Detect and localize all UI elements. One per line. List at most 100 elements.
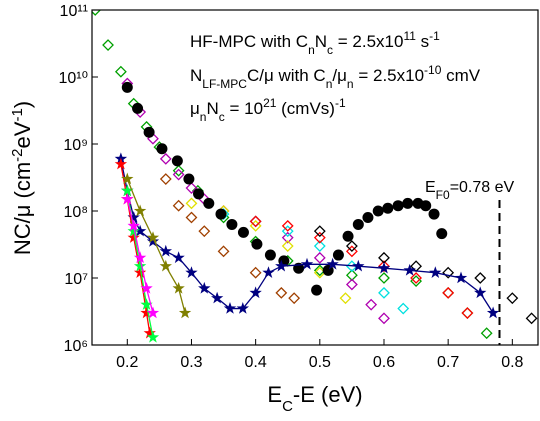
data-point [223,302,237,314]
data-point [171,155,183,167]
x-tick-label: 0.8 [501,354,523,371]
data-point [133,259,147,272]
data-point [442,286,455,299]
x-tick-label: 0.7 [437,354,459,371]
data-point [121,184,134,197]
y-tick-label: 10⁶ [64,338,88,355]
data-point [332,249,344,261]
data-point [140,281,153,294]
data-point [442,266,455,279]
data-point [461,307,474,319]
data-point [127,231,140,243]
data-point [300,257,314,270]
annotation: NLF-MPCC/μ with Cn/μn = 2.5x10-10 cmV [190,63,481,91]
data-point [249,219,262,232]
data-point [193,188,205,200]
data-point [397,302,410,315]
data-point [198,225,211,238]
data-point [429,266,442,278]
data-point [249,266,262,279]
data-point [506,292,519,305]
data-point [249,286,262,299]
data-point [237,226,249,238]
data-point [121,192,134,205]
data-point [420,200,432,212]
x-axis-label: EC-E (eV) [267,382,362,415]
data-point [172,164,185,177]
data-point [345,278,358,291]
data-point [352,218,364,230]
data-point [402,197,414,209]
data-point [159,152,172,165]
data-point [159,259,172,272]
data-point [172,199,185,212]
data-point [215,208,227,220]
x-tick-label: 0.2 [116,354,138,371]
data-point [172,281,185,294]
data-point [146,231,160,243]
data-point [326,257,339,270]
data-point [262,266,275,278]
data-point [133,224,147,237]
data-point [143,126,155,138]
data-point [313,231,326,244]
data-point [92,10,102,16]
data-point [378,286,390,299]
data-point [127,211,140,223]
data-point [226,218,238,230]
data-point [275,286,288,299]
data-point [403,263,416,276]
data-point [264,249,276,261]
data-point [185,197,198,210]
x-tick-label: 0.4 [245,354,267,371]
data-point [461,307,474,319]
data-point [382,202,394,214]
annotation: HF-MPC with CnNc = 2.5x1011 s-1 [190,29,440,57]
data-point [454,271,468,284]
data-point [143,326,156,339]
data-point [185,266,198,278]
y-tick-label: 10¹⁰ [58,70,88,87]
fermi-label: EF0=0.78 eV [425,179,515,202]
data-point [428,208,440,220]
annotation: μnNc = 1021 (cmVs)-1 [190,96,346,124]
data-point [486,306,500,319]
data-point [146,235,160,247]
data-point [525,312,538,325]
y-tick-label: 10⁹ [63,137,88,154]
data-point [281,231,294,244]
data-point [311,284,323,296]
plot-area [92,10,538,343]
series-line [126,178,186,314]
data-point [365,298,378,311]
data-point [352,259,365,272]
data-point [156,143,168,155]
x-tick-label: 0.5 [309,354,331,371]
data-point [480,327,493,340]
data-point [281,225,294,238]
data-point [185,182,198,194]
data-point [313,240,326,252]
y-tick-label: 10⁸ [63,204,88,221]
data-point [211,291,224,304]
ticks: 0.2 0.3 0.4 0.5 0.6 0.7 0.8 10⁶ 10⁷ 10⁸ 10⁹ 10¹⁰ 10¹… [58,3,523,371]
y-tick-label: 10¹¹ [60,3,88,20]
data-point [378,312,390,325]
data-point [133,204,147,217]
data-point [121,172,134,185]
data-point [203,197,215,209]
data-point [132,102,144,114]
data-point [127,224,140,237]
data-point [140,298,153,310]
data-point [436,228,448,240]
data-point [342,230,354,242]
data-point [146,330,160,343]
data-point [313,251,326,264]
x-tick-label: 0.6 [373,354,395,371]
data-point [410,275,422,287]
data-point [159,244,172,257]
data-point [378,272,390,284]
data-point [133,266,147,278]
data-point [102,39,114,51]
data-point [133,251,147,264]
